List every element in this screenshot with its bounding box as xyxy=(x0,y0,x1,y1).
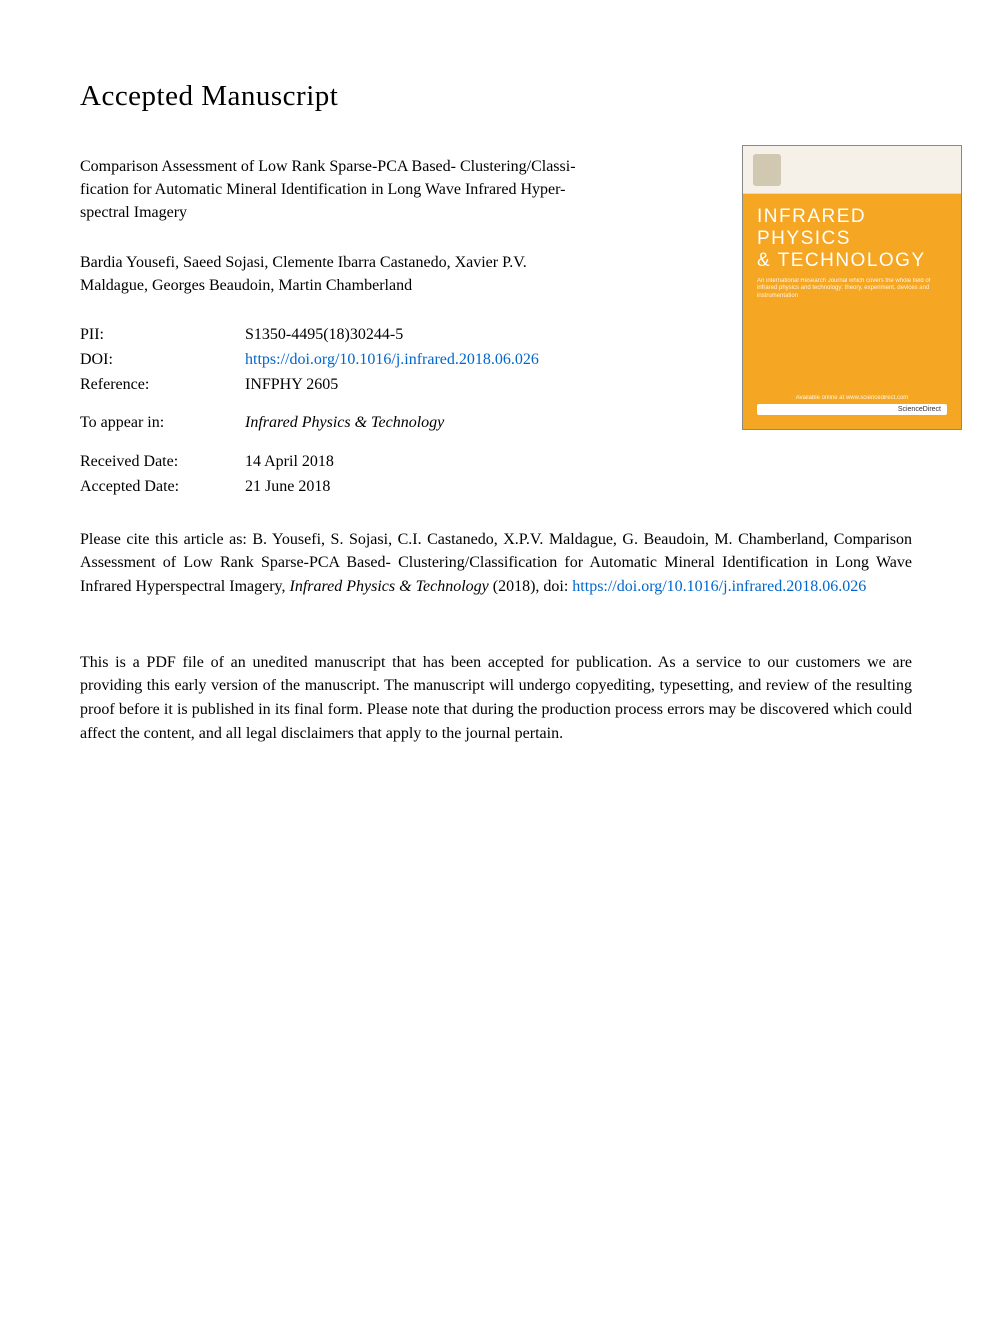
accepted-value: 21 June 2018 xyxy=(245,475,650,500)
citation-block: Please cite this article as: B. Yousefi,… xyxy=(80,528,912,599)
pii-value: S1350-4495(18)30244-5 xyxy=(245,323,650,348)
journal-cover: INFRARED PHYSICS & TECHNOLOGY An interna… xyxy=(742,145,962,430)
reference-value: INFPHY 2605 xyxy=(245,373,650,398)
journal-name: INFRARED PHYSICS & TECHNOLOGY xyxy=(757,206,947,272)
disclaimer-block: This is a PDF file of an unedited manusc… xyxy=(80,651,912,746)
content-wrapper: INFRARED PHYSICS & TECHNOLOGY An interna… xyxy=(80,155,912,745)
metadata-row-accepted: Accepted Date: 21 June 2018 xyxy=(80,475,650,500)
appear-in-label: To appear in: xyxy=(80,411,245,436)
doi-value: https://doi.org/10.1016/j.infrared.2018.… xyxy=(245,348,650,373)
metadata-row-doi: DOI: https://doi.org/10.1016/j.infrared.… xyxy=(80,348,650,373)
cover-body: INFRARED PHYSICS & TECHNOLOGY An interna… xyxy=(743,194,961,429)
metadata-table: PII: S1350-4495(18)30244-5 DOI: https://… xyxy=(80,323,650,500)
cover-footer: Available online at www.sciencedirect.co… xyxy=(757,395,947,415)
metadata-row-received: Received Date: 14 April 2018 xyxy=(80,450,650,475)
citation-journal-italic: Infrared Physics & Technology xyxy=(290,578,489,595)
main-column: Comparison Assessment of Low Rank Sparse… xyxy=(80,155,650,500)
appear-in-value: Infrared Physics & Technology xyxy=(245,411,650,436)
citation-text-after: (2018), doi: xyxy=(489,578,573,595)
available-online-text: Available online at www.sciencedirect.co… xyxy=(757,395,947,401)
article-title: Comparison Assessment of Low Rank Sparse… xyxy=(80,155,650,225)
doi-label: DOI: xyxy=(80,348,245,373)
reference-label: Reference: xyxy=(80,373,245,398)
metadata-row-pii: PII: S1350-4495(18)30244-5 xyxy=(80,323,650,348)
pii-label: PII: xyxy=(80,323,245,348)
page-heading: Accepted Manuscript xyxy=(80,80,912,113)
metadata-row-appear-in: To appear in: Infrared Physics & Technol… xyxy=(80,411,650,436)
elsevier-logo-icon xyxy=(753,154,781,186)
authors-line-1: Bardia Yousefi, Saeed Sojasi, Clemente I… xyxy=(80,254,527,271)
received-value: 14 April 2018 xyxy=(245,450,650,475)
citation-doi-link[interactable]: https://doi.org/10.1016/j.infrared.2018.… xyxy=(572,578,866,595)
authors-line-2: Maldague, Georges Beaudoin, Martin Chamb… xyxy=(80,277,412,294)
cover-top-bar xyxy=(743,146,961,194)
received-label: Received Date: xyxy=(80,450,245,475)
journal-name-line1: INFRARED PHYSICS xyxy=(757,206,866,249)
authors-list: Bardia Yousefi, Saeed Sojasi, Clemente I… xyxy=(80,251,650,297)
title-line-3: spectral Imagery xyxy=(80,204,187,221)
title-line-2: fication for Automatic Mineral Identific… xyxy=(80,181,565,198)
journal-name-line2: & TECHNOLOGY xyxy=(757,250,926,271)
title-line-1: Comparison Assessment of Low Rank Sparse… xyxy=(80,158,576,175)
accepted-label: Accepted Date: xyxy=(80,475,245,500)
journal-tagline: An international Research Journal which … xyxy=(757,278,947,301)
metadata-row-reference: Reference: INFPHY 2605 xyxy=(80,373,650,398)
sciencedirect-badge: ScienceDirect xyxy=(757,404,947,415)
doi-link[interactable]: https://doi.org/10.1016/j.infrared.2018.… xyxy=(245,351,539,368)
